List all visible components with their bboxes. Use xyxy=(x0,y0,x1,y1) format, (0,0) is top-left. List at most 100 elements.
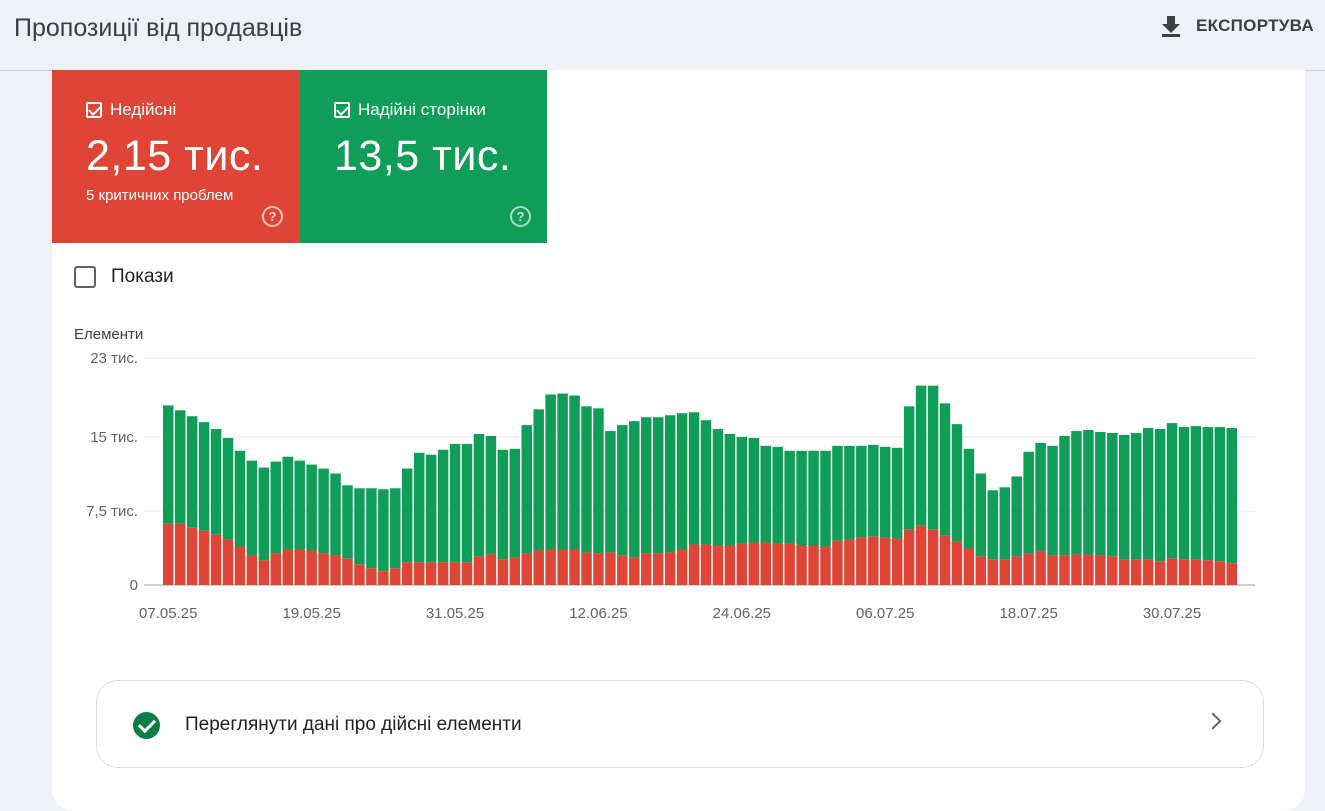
bar-valid[interactable] xyxy=(449,443,461,563)
bar-valid[interactable] xyxy=(1011,476,1022,557)
bar-valid[interactable] xyxy=(987,490,999,560)
bar-invalid[interactable] xyxy=(258,560,270,585)
bar-valid[interactable] xyxy=(903,406,915,530)
bar-valid[interactable] xyxy=(222,437,234,540)
bar-invalid[interactable] xyxy=(641,553,652,585)
bar-valid[interactable] xyxy=(342,485,353,559)
valid-tile[interactable]: Надійні сторінки 13,5 тис. ? xyxy=(300,70,547,243)
bar-valid[interactable] xyxy=(1035,442,1046,552)
bar-invalid[interactable] xyxy=(951,541,963,585)
bar-invalid[interactable] xyxy=(521,553,533,585)
bar-valid[interactable] xyxy=(927,385,939,530)
bar-invalid[interactable] xyxy=(1023,553,1034,585)
bar-invalid[interactable] xyxy=(891,538,903,585)
bar-valid[interactable] xyxy=(461,443,473,563)
bar-valid[interactable] xyxy=(963,448,975,549)
bar-valid[interactable] xyxy=(174,410,186,524)
bar-valid[interactable] xyxy=(605,431,616,553)
bar-invalid[interactable] xyxy=(1083,554,1094,585)
bar-valid[interactable] xyxy=(760,445,772,543)
bar-invalid[interactable] xyxy=(1142,559,1154,585)
bar-valid[interactable] xyxy=(186,416,198,528)
bar-valid[interactable] xyxy=(724,433,736,546)
bar-invalid[interactable] xyxy=(880,537,891,585)
bar-invalid[interactable] xyxy=(999,559,1011,585)
bar-valid[interactable] xyxy=(915,385,927,526)
bar-invalid[interactable] xyxy=(246,555,258,585)
bar-valid[interactable] xyxy=(688,412,700,545)
bar-valid[interactable] xyxy=(282,456,294,550)
bar-invalid[interactable] xyxy=(1119,559,1130,585)
bar-invalid[interactable] xyxy=(186,527,198,585)
bar-valid[interactable] xyxy=(1190,426,1202,560)
bar-invalid[interactable] xyxy=(700,544,712,585)
bar-invalid[interactable] xyxy=(306,550,317,585)
bar-valid[interactable] xyxy=(425,454,437,563)
bar-invalid[interactable] xyxy=(748,542,760,585)
bar-valid[interactable] xyxy=(629,421,640,558)
bar-valid[interactable] xyxy=(700,420,712,545)
bar-valid[interactable] xyxy=(390,488,401,569)
bar-valid[interactable] xyxy=(856,445,867,538)
bar-invalid[interactable] xyxy=(808,545,819,585)
bar-invalid[interactable] xyxy=(1214,561,1226,585)
bar-valid[interactable] xyxy=(437,449,449,563)
bar-invalid[interactable] xyxy=(569,549,580,585)
bar-invalid[interactable] xyxy=(198,530,210,585)
bar-valid[interactable] xyxy=(796,450,807,546)
bar-valid[interactable] xyxy=(832,445,843,541)
bar-valid[interactable] xyxy=(868,444,879,537)
bar-invalid[interactable] xyxy=(796,545,807,585)
bar-invalid[interactable] xyxy=(856,537,867,585)
bar-invalid[interactable] xyxy=(629,557,640,585)
bar-invalid[interactable] xyxy=(1047,555,1058,585)
bar-valid[interactable] xyxy=(652,417,664,554)
bar-invalid[interactable] xyxy=(605,552,616,585)
bar-invalid[interactable] xyxy=(724,545,736,585)
bar-valid[interactable] xyxy=(473,433,485,557)
bar-invalid[interactable] xyxy=(342,558,353,585)
bar-invalid[interactable] xyxy=(1095,555,1106,585)
bar-invalid[interactable] xyxy=(318,553,329,585)
bar-invalid[interactable] xyxy=(736,543,748,585)
bar-valid[interactable] xyxy=(354,488,365,565)
bar-invalid[interactable] xyxy=(402,562,413,585)
bar-valid[interactable] xyxy=(569,395,580,550)
bar-valid[interactable] xyxy=(676,413,688,550)
bar-invalid[interactable] xyxy=(593,553,604,585)
bar-valid[interactable] xyxy=(939,403,951,536)
bar-valid[interactable] xyxy=(402,468,413,563)
export-button[interactable]: ЕКСПОРТУВА xyxy=(1160,14,1314,38)
bar-valid[interactable] xyxy=(258,467,270,561)
impressions-toggle[interactable]: Покази xyxy=(74,266,174,288)
bar-invalid[interactable] xyxy=(832,540,843,585)
bar-valid[interactable] xyxy=(1023,451,1034,554)
bar-invalid[interactable] xyxy=(1059,555,1070,585)
bar-valid[interactable] xyxy=(509,448,521,558)
invalid-tile[interactable]: Недійсні 2,15 тис. 5 критичних проблем ? xyxy=(52,70,300,243)
bar-valid[interactable] xyxy=(975,473,987,557)
bar-valid[interactable] xyxy=(736,436,748,544)
bar-valid[interactable] xyxy=(1214,427,1226,562)
bar-invalid[interactable] xyxy=(1226,563,1238,585)
bar-invalid[interactable] xyxy=(533,550,544,585)
bar-invalid[interactable] xyxy=(915,525,927,585)
bar-valid[interactable] xyxy=(1226,428,1238,564)
bar-valid[interactable] xyxy=(210,429,222,535)
bar-valid[interactable] xyxy=(521,425,533,554)
bar-valid[interactable] xyxy=(581,406,592,553)
bar-invalid[interactable] xyxy=(664,552,676,585)
bar-valid[interactable] xyxy=(891,447,903,539)
bar-invalid[interactable] xyxy=(294,549,305,585)
bar-invalid[interactable] xyxy=(1202,560,1214,585)
bar-invalid[interactable] xyxy=(868,536,879,585)
bar-invalid[interactable] xyxy=(449,562,461,585)
bar-valid[interactable] xyxy=(664,415,676,553)
bar-invalid[interactable] xyxy=(652,553,664,585)
bar-valid[interactable] xyxy=(820,450,831,547)
bar-invalid[interactable] xyxy=(163,523,174,585)
bar-valid[interactable] xyxy=(641,417,652,554)
bar-valid[interactable] xyxy=(294,460,305,550)
bar-invalid[interactable] xyxy=(354,564,365,585)
bar-invalid[interactable] xyxy=(390,568,401,585)
